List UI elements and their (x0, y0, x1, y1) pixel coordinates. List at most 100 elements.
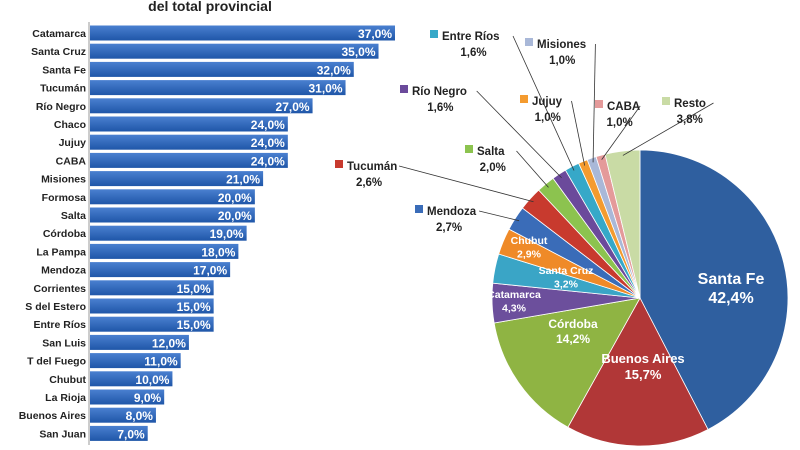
pie-value-label: 1,6% (460, 47, 486, 59)
bar-category-label: Entre Ríos (33, 319, 86, 331)
pie-value-label: 15,7% (625, 367, 662, 382)
bar-category-label: Río Negro (36, 101, 86, 113)
bar-value-label: 18,0% (201, 245, 235, 259)
pie-value-label: 1,0% (535, 112, 561, 124)
pie-category-label: Santa Fe (698, 271, 765, 288)
pie-value-label: 2,0% (480, 162, 506, 174)
bar-value-label: 19,0% (210, 227, 244, 241)
bar-category-label: San Juan (39, 428, 86, 440)
bar-category-label: Misiones (41, 174, 86, 186)
leader-line (512, 35, 575, 171)
bar (90, 225, 247, 241)
pie-category-label: Resto (674, 98, 706, 110)
bar-chart-title: del total provincial (148, 0, 272, 14)
pie-value-label: 2,7% (436, 222, 462, 234)
bar-category-label: Jujuy (59, 137, 87, 149)
pie-value-label: 2,9% (517, 249, 542, 261)
bar-value-label: 27,0% (276, 100, 310, 114)
bar-category-label: Córdoba (43, 228, 86, 240)
bar-value-label: 37,0% (358, 27, 392, 41)
bar-value-label: 15,0% (177, 318, 211, 332)
pie-category-label: Salta (477, 146, 505, 158)
bar (90, 61, 354, 77)
bar-category-label: T del Fuego (27, 356, 86, 368)
bar (90, 98, 313, 114)
bar (90, 171, 264, 187)
bar-value-label: 31,0% (309, 82, 343, 96)
bar-value-label: 10,0% (135, 373, 169, 387)
bar-category-label: Formosa (42, 192, 87, 204)
bar (90, 134, 288, 150)
pie-category-label: Chubut (511, 235, 548, 247)
bar-value-label: 7,0% (117, 427, 145, 441)
legend-swatch (525, 38, 533, 46)
leader-line (398, 165, 534, 203)
bar (90, 353, 181, 369)
bar-category-label: Chubut (49, 374, 86, 386)
pie-category-label: Río Negro (412, 86, 467, 98)
bar-category-label: Catamarca (32, 28, 86, 40)
pie-value-label: 14,2% (556, 332, 590, 346)
leader-line (476, 90, 562, 179)
pie-value-label: 2,6% (356, 177, 382, 189)
bar-value-label: 17,0% (193, 264, 227, 278)
bar (90, 262, 231, 278)
pie-value-label: 42,4% (708, 290, 753, 307)
pie-category-label: Córdoba (548, 317, 598, 331)
bar-value-label: 20,0% (218, 191, 252, 205)
legend-swatch (595, 100, 603, 108)
bar-value-label: 9,0% (134, 391, 162, 405)
pie-category-label: Buenos Aires (601, 351, 684, 366)
bar (90, 80, 346, 96)
legend-swatch (335, 160, 343, 168)
pie-value-label: 4,3% (502, 303, 527, 315)
bar-value-label: 20,0% (218, 209, 252, 223)
bar (90, 280, 214, 296)
pie-value-label: 1,0% (549, 55, 575, 67)
bar-category-label: Santa Cruz (31, 46, 86, 58)
pie-value-label: 1,6% (427, 102, 453, 114)
bar-value-label: 11,0% (144, 355, 178, 369)
pie-slice (493, 297, 641, 428)
bar (90, 43, 379, 59)
legend-swatch (662, 97, 670, 105)
pie-category-label: Tucumán (347, 161, 397, 173)
bar (90, 189, 255, 205)
bar-category-label: Tucumán (40, 83, 86, 95)
pie-value-label: 3,8% (677, 114, 703, 126)
bar-category-label: Mendoza (41, 265, 86, 277)
pie-slice (604, 149, 641, 299)
legend-swatch (520, 95, 528, 103)
bar-category-label: Salta (61, 210, 86, 222)
leader-line (516, 150, 549, 188)
pie-slice (639, 149, 789, 430)
leader-line (601, 105, 641, 160)
pie-category-label: Entre Ríos (442, 31, 500, 43)
bar-category-label: San Luis (42, 337, 86, 349)
bar (90, 389, 165, 405)
bar-category-label: Santa Fe (42, 64, 86, 76)
bar (90, 25, 395, 41)
leader-line (571, 100, 586, 166)
bar (90, 116, 288, 132)
bar-value-label: 32,0% (317, 63, 351, 77)
pie-value-label: 3,2% (554, 279, 579, 291)
bar-value-label: 8,0% (126, 409, 154, 423)
bar-value-label: 21,0% (226, 173, 260, 187)
bar (90, 207, 255, 223)
bar-value-label: 24,0% (251, 136, 285, 150)
bar (90, 316, 214, 332)
bar-category-label: Chaco (54, 119, 86, 131)
pie-category-label: Jujuy (532, 96, 563, 108)
pie-category-label: Mendoza (427, 206, 477, 218)
bar-category-label: Buenos Aires (19, 410, 86, 422)
legend-swatch (400, 85, 408, 93)
bar-category-label: Corrientes (33, 283, 86, 295)
legend-swatch (465, 145, 473, 153)
bar (90, 407, 156, 423)
bar-value-label: 15,0% (177, 300, 211, 314)
pie-category-label: Misiones (537, 39, 586, 51)
pie-category-label: CABA (607, 101, 640, 113)
bar-value-label: 35,0% (341, 45, 375, 59)
pie-slice (567, 297, 709, 447)
